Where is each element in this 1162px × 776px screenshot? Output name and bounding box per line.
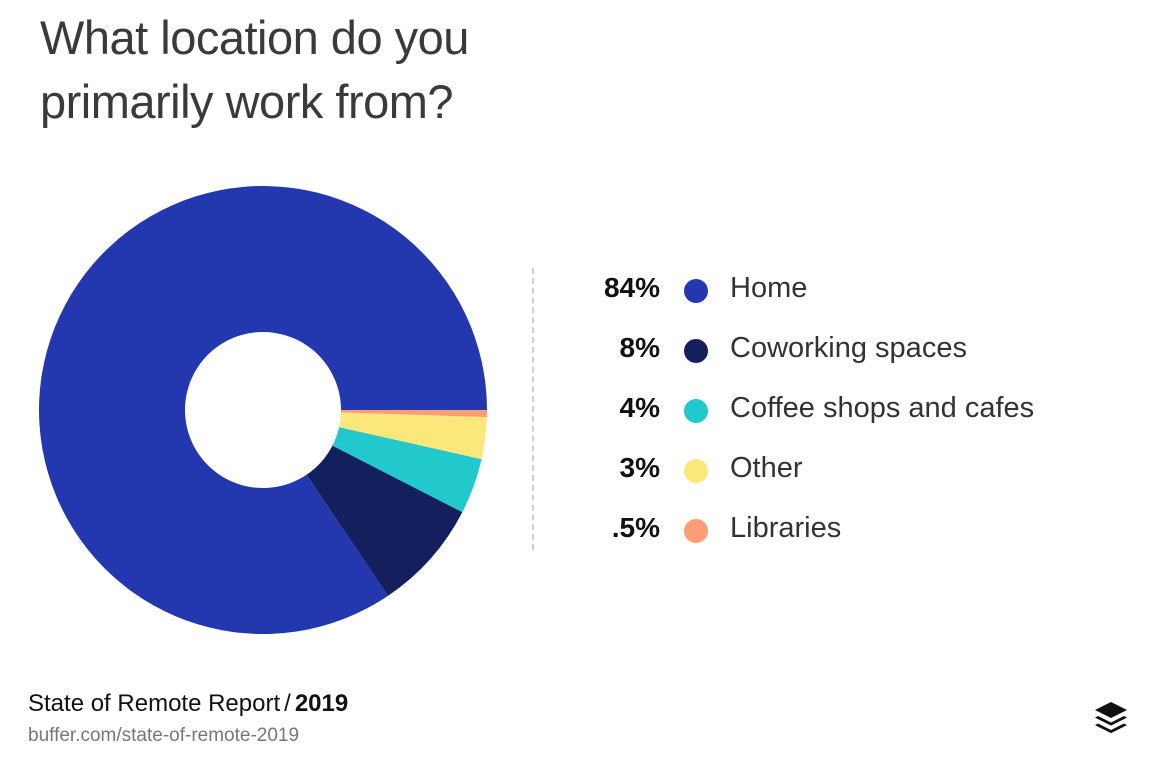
footer-url: buffer.com/state-of-remote-2019 xyxy=(28,725,300,746)
donut-slice-libraries xyxy=(340,410,487,418)
donut-chart xyxy=(39,186,487,635)
donut-slice-coffee-shops-and-cafes xyxy=(332,427,482,513)
legend-swatch xyxy=(684,459,708,483)
legend-value: .5% xyxy=(611,512,660,543)
legend-item-home: 84% Home xyxy=(560,262,1120,322)
donut-slice-other xyxy=(339,412,487,460)
legend-value: 4% xyxy=(619,392,660,423)
legend-swatch xyxy=(684,519,708,543)
legend-item-libraries: .5% Libraries xyxy=(560,502,1120,562)
legend-value: 8% xyxy=(619,332,660,363)
legend-swatch xyxy=(684,279,708,303)
legend-label: Home xyxy=(730,272,808,304)
chart-title: What location do you primarily work from… xyxy=(40,11,469,128)
legend-label: Coffee shops and cafes xyxy=(730,392,1035,424)
legend-item-other: 3% Other xyxy=(560,442,1120,502)
legend-item-coffee-shops-and-cafes: 4% Coffee shops and cafes xyxy=(560,382,1120,442)
legend-label: Libraries xyxy=(730,512,842,544)
legend-value: 3% xyxy=(619,452,660,483)
donut-slice-home xyxy=(39,186,487,635)
legend-swatch xyxy=(684,339,708,363)
legend-value: 84% xyxy=(603,272,660,303)
legend-item-coworking-spaces: 8% Coworking spaces xyxy=(560,322,1120,382)
donut-slice-coworking-spaces xyxy=(306,445,463,596)
legend-divider xyxy=(532,268,534,550)
footer-separator: / xyxy=(284,690,291,717)
legend-label: Coworking spaces xyxy=(730,332,967,364)
legend-label: Other xyxy=(730,452,803,484)
legend-swatch xyxy=(684,399,708,423)
footer-year: 2019 xyxy=(294,690,349,717)
chart-legend: 84% Home 8% Coworking spaces 4% Coffee shops … xyxy=(560,262,1120,562)
footer-report-name: State of Remote Report xyxy=(28,690,281,717)
footer-title: State of Remote Report/2019 xyxy=(28,690,348,718)
stacked-layers-icon xyxy=(1095,702,1127,734)
